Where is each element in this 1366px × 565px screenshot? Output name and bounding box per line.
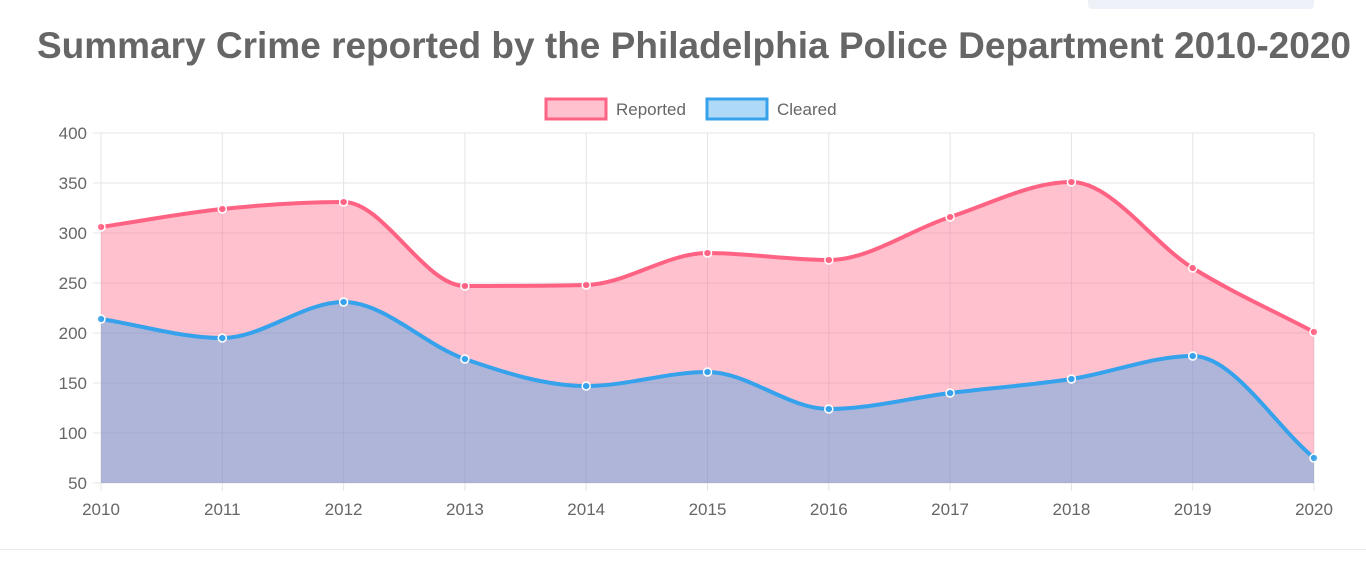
x-axis: 2010 2011 2012 2013 2014 2015 2016 2017 2018 2019…	[82, 500, 1333, 519]
x-tick-label: 2019	[1174, 500, 1212, 519]
y-tick-label: 350	[59, 174, 87, 193]
y-axis: 400 350 300 250 200 150 100 50	[59, 124, 87, 493]
x-tick-label: 2020	[1295, 500, 1333, 519]
data-point-core-reported	[98, 224, 104, 230]
chart-title: Summary Crime reported by the Philadelph…	[37, 25, 1351, 66]
legend-swatch-cleared	[705, 97, 769, 121]
legend: Reported Cleared	[544, 97, 837, 121]
data-point-core-reported	[340, 199, 347, 205]
y-tick-label: 400	[59, 124, 87, 143]
y-tick-label: 300	[59, 224, 87, 243]
top-tab-edge[interactable]	[1088, 0, 1314, 9]
data-point-core-cleared	[219, 335, 226, 341]
x-tick-label: 2014	[567, 500, 605, 519]
data-point-core-cleared	[1068, 376, 1075, 382]
data-point-core-reported	[947, 214, 954, 220]
y-tick-label: 250	[59, 274, 87, 293]
area-fill-cleared	[101, 302, 1314, 483]
data-point-core-cleared	[947, 390, 954, 396]
data-points	[96, 177, 1319, 463]
y-tick-label: 150	[59, 374, 87, 393]
x-tick-label: 2012	[325, 500, 363, 519]
legend-item-reported[interactable]: Reported	[544, 97, 686, 121]
data-point-core-reported	[1189, 265, 1196, 271]
x-tick-label: 2018	[1052, 500, 1090, 519]
bottom-divider	[0, 549, 1366, 550]
data-point-core-cleared	[583, 383, 590, 389]
data-point-core-cleared	[1189, 353, 1196, 359]
data-point-core-reported	[704, 250, 711, 256]
data-point-core-cleared	[1311, 455, 1317, 461]
legend-item-cleared[interactable]: Cleared	[705, 97, 837, 121]
data-point-core-cleared	[340, 299, 347, 305]
area-fills	[101, 182, 1314, 483]
data-point-core-reported	[461, 283, 468, 289]
x-tick-label: 2011	[204, 500, 241, 519]
data-point-core-reported	[1068, 179, 1075, 185]
legend-swatch-reported	[544, 97, 608, 121]
legend-label-cleared: Cleared	[777, 100, 837, 119]
x-tick-label: 2010	[82, 500, 120, 519]
data-point-core-reported	[219, 206, 226, 212]
data-point-core-cleared	[461, 356, 468, 362]
data-point-core-cleared	[704, 369, 711, 375]
data-point-core-reported	[825, 257, 832, 263]
y-tick-label: 200	[59, 324, 87, 343]
x-tick-label: 2017	[931, 500, 969, 519]
data-point-core-cleared	[825, 406, 832, 412]
grid	[93, 132, 1315, 491]
x-tick-label: 2013	[446, 500, 484, 519]
data-point-core-reported	[583, 282, 590, 288]
data-point-core-cleared	[98, 316, 104, 322]
y-tick-label: 100	[59, 424, 87, 443]
legend-label-reported: Reported	[616, 100, 686, 119]
data-point-core-reported	[1311, 329, 1317, 335]
x-tick-label: 2015	[689, 500, 727, 519]
y-tick-label: 50	[68, 474, 87, 493]
area-fill-reported	[101, 182, 1314, 483]
x-tick-label: 2016	[810, 500, 848, 519]
